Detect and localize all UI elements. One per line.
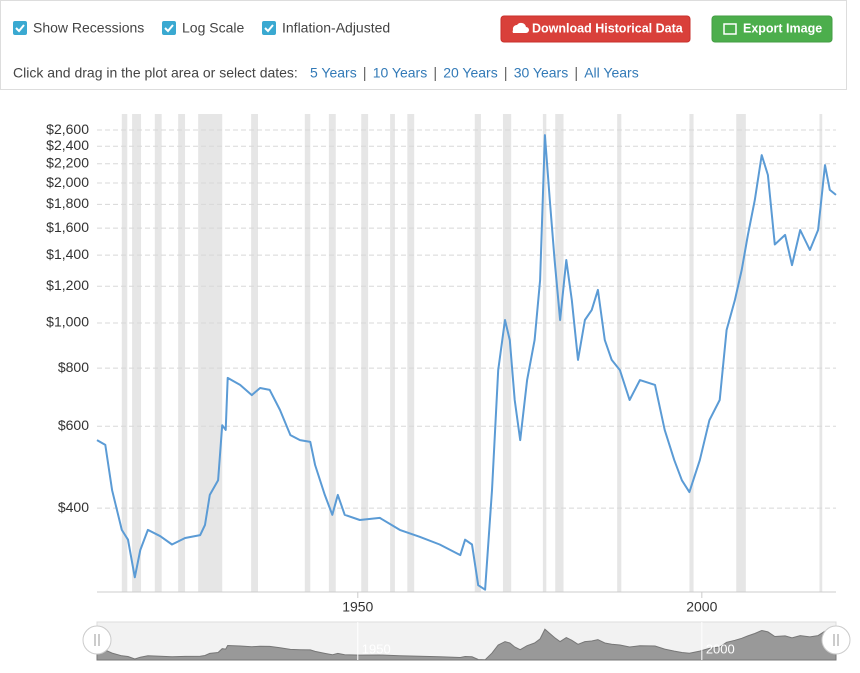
y-tick-label: $800 — [58, 359, 89, 375]
y-tick-label: $1,200 — [46, 277, 89, 293]
navigator-handle[interactable] — [821, 625, 851, 655]
recession-band — [304, 114, 311, 592]
y-tick-label: $600 — [58, 417, 89, 433]
recession-band — [407, 114, 415, 592]
y-tick-label: $400 — [58, 499, 89, 515]
y-tick-label: $2,400 — [46, 137, 89, 153]
recession-band — [178, 114, 186, 592]
recession-band — [819, 114, 823, 592]
recession-band — [689, 114, 694, 592]
range-link[interactable]: 20 Years — [443, 65, 498, 81]
recession-band — [617, 114, 622, 592]
checkmark — [264, 24, 274, 33]
navigator[interactable]: 1950 2000 — [82, 621, 851, 661]
range-links: 5 Years 10 Years 20 Years 30 Years All Years — [310, 65, 639, 81]
x-tick-label: 2000 — [686, 599, 717, 615]
y-tick-label: $2,200 — [46, 155, 89, 171]
recession-band — [736, 114, 746, 592]
navigator-handle[interactable] — [82, 625, 112, 655]
handle-grip — [833, 634, 839, 646]
y-tick-label: $1,000 — [46, 314, 89, 330]
cloud-icon — [512, 22, 529, 33]
plot: $400 $600 $800 $1,000 $1,200 $1,400 $1,600 $1,8… — [46, 114, 837, 615]
recession-band — [361, 114, 369, 592]
checkbox-label: Inflation-Adjusted — [282, 20, 390, 36]
checkbox-label: Log Scale — [182, 20, 244, 36]
export-button[interactable] — [711, 15, 833, 43]
download-label: Download Historical Data — [532, 21, 684, 35]
image-icon — [723, 23, 737, 35]
recession-band — [154, 114, 162, 592]
control-panel — [0, 0, 847, 90]
recession-band — [198, 114, 223, 592]
checkmark — [15, 24, 25, 33]
navigator-area — [96, 628, 837, 661]
recession-band — [502, 114, 512, 592]
checkbox[interactable] — [13, 21, 27, 35]
y-tick-label: $1,400 — [46, 246, 89, 262]
recession-band — [474, 114, 481, 592]
y-tick-label: $2,000 — [46, 174, 89, 190]
recession-band — [251, 114, 259, 592]
checkbox[interactable] — [262, 21, 276, 35]
export-label: Export Image — [743, 21, 822, 35]
recession-band — [390, 114, 395, 592]
series-line — [96, 134, 837, 591]
y-tick-label: $1,600 — [46, 219, 89, 235]
range-link[interactable]: All Years — [584, 65, 638, 81]
recession-band — [555, 114, 564, 592]
y-tick-label: $2,600 — [46, 121, 89, 137]
handle-grip — [94, 634, 100, 646]
navigator-label: 2000 — [706, 641, 735, 656]
checkbox[interactable] — [162, 21, 176, 35]
range-link[interactable]: 5 Years — [310, 65, 357, 81]
prompt: Click and drag in the plot area or selec… — [13, 65, 298, 81]
navigator-label: 1950 — [362, 641, 391, 656]
x-tick-label: 1950 — [342, 599, 373, 615]
checkmark — [164, 24, 174, 33]
recession-band — [328, 114, 336, 592]
checkbox-label: Show Recessions — [33, 20, 144, 36]
recession-band — [121, 114, 128, 592]
range-link[interactable]: 10 Years — [373, 65, 428, 81]
download-button[interactable] — [500, 15, 691, 43]
range-link[interactable]: 30 Years — [514, 65, 569, 81]
checkboxes: Show Recessions Log Scale Inflation-Adjust… — [13, 20, 390, 36]
y-tick-label: $1,800 — [46, 195, 89, 211]
recession-band — [542, 114, 547, 592]
recession-band — [132, 114, 142, 592]
